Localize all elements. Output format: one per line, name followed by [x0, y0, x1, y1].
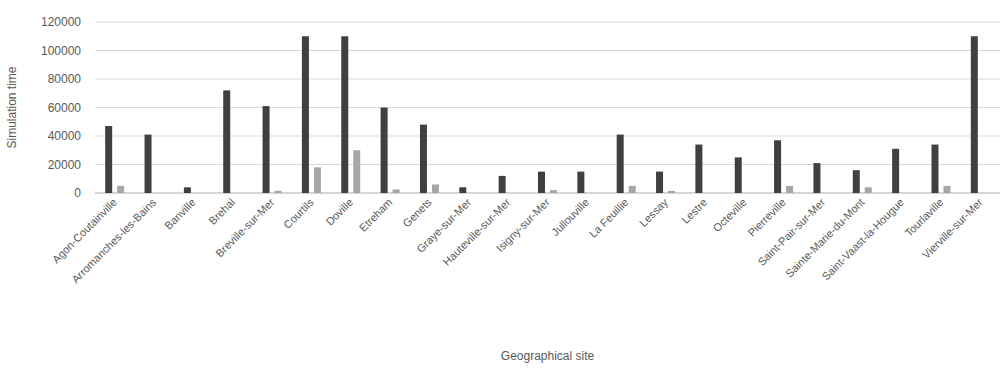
x-tick-label: Isigny-sur-Mer	[494, 196, 552, 254]
x-tick-label: Arromanches-les-Bains	[69, 196, 159, 286]
bar	[393, 189, 400, 193]
bar	[105, 126, 112, 193]
y-tick-label: 80000	[48, 72, 82, 86]
bar	[302, 36, 309, 193]
x-tick-label: Jullouville	[549, 196, 591, 238]
bar	[550, 190, 557, 193]
x-axis-line	[95, 193, 1000, 194]
bar	[420, 125, 427, 193]
chart: 0 20000 40000 60000 80000 100000 120000 Agon-Co…	[0, 0, 1002, 368]
y-tick-label: 40000	[48, 129, 82, 143]
bar	[314, 167, 321, 193]
bar	[577, 172, 584, 193]
y-tick-label: 60000	[48, 101, 82, 115]
bar	[538, 172, 545, 193]
x-tick-label: Etreham	[357, 196, 395, 234]
x-tick-label: Vierville-sur-Mer	[920, 196, 985, 261]
chart-container: 0 20000 40000 60000 80000 100000 120000 Agon-Co…	[0, 0, 1002, 368]
bar	[892, 149, 899, 193]
y-axis-title: Simulation time	[5, 66, 19, 148]
bar	[471, 193, 478, 194]
bar	[341, 36, 348, 193]
bars	[105, 36, 978, 193]
x-tick-label: Hauteville-sur-Mer	[441, 196, 513, 268]
bar	[117, 186, 124, 193]
grid-line	[95, 164, 1000, 165]
bar	[668, 191, 675, 193]
bar	[747, 193, 754, 194]
bar	[157, 193, 164, 194]
x-tick-label: Lessay	[637, 196, 670, 229]
x-tick-label: Courtils	[281, 196, 316, 231]
bar	[617, 135, 624, 193]
x-tick-label: Banville	[162, 196, 198, 232]
x-tick-label: Saint-Pair-sur-Mer	[755, 196, 827, 268]
y-tick-label: 0	[74, 186, 81, 200]
bar	[499, 176, 506, 193]
grid-line	[95, 50, 1000, 51]
x-tick-label: Breville-sur-Mer	[213, 196, 277, 260]
bar	[223, 90, 230, 193]
bar	[904, 193, 911, 194]
bar	[971, 36, 978, 193]
bar	[786, 186, 793, 193]
bar	[774, 140, 781, 193]
bar	[656, 172, 663, 193]
x-tick-label: Brehal	[206, 196, 237, 227]
bar	[432, 184, 439, 193]
x-axis-title: Geographical site	[501, 349, 595, 363]
grid	[95, 22, 1000, 193]
bar	[943, 186, 950, 193]
bar	[931, 145, 938, 193]
x-tick-label: Genets	[400, 196, 434, 230]
bar	[511, 193, 518, 194]
bar	[853, 170, 860, 193]
y-tick-label: 100000	[41, 44, 81, 58]
bar	[145, 135, 152, 193]
y-tick-label: 120000	[41, 15, 81, 29]
bar	[865, 187, 872, 193]
bar	[629, 186, 636, 193]
bar	[707, 193, 714, 194]
bar	[275, 191, 282, 193]
bar	[381, 108, 388, 194]
bar	[813, 163, 820, 193]
y-tick-label: 20000	[48, 158, 82, 172]
bar	[735, 157, 742, 193]
x-tick-label: La Feuillie	[587, 196, 631, 240]
bar	[589, 193, 596, 194]
bar	[353, 150, 360, 193]
grid-line	[95, 193, 1000, 194]
bar	[184, 187, 191, 193]
bar	[235, 193, 242, 194]
grid-line	[95, 107, 1000, 108]
x-tick-label: Doville	[323, 196, 355, 228]
x-tick-label: Sainte-Marie-du-Mont	[783, 196, 867, 280]
x-tick-label: Saint-Vaast-la-Hougue	[819, 196, 906, 283]
x-tick-label: Lestre	[679, 196, 709, 226]
x-tick-label: Agon-Coutainville	[50, 196, 119, 265]
grid-line	[95, 79, 1000, 80]
bar	[459, 187, 466, 193]
bar	[196, 193, 203, 194]
grid-line	[95, 136, 1000, 137]
bar	[983, 193, 990, 194]
bar	[263, 106, 270, 193]
bar	[825, 193, 832, 194]
grid-line	[95, 22, 1000, 23]
x-tick-label: Octeville	[710, 196, 748, 234]
bar	[695, 145, 702, 193]
